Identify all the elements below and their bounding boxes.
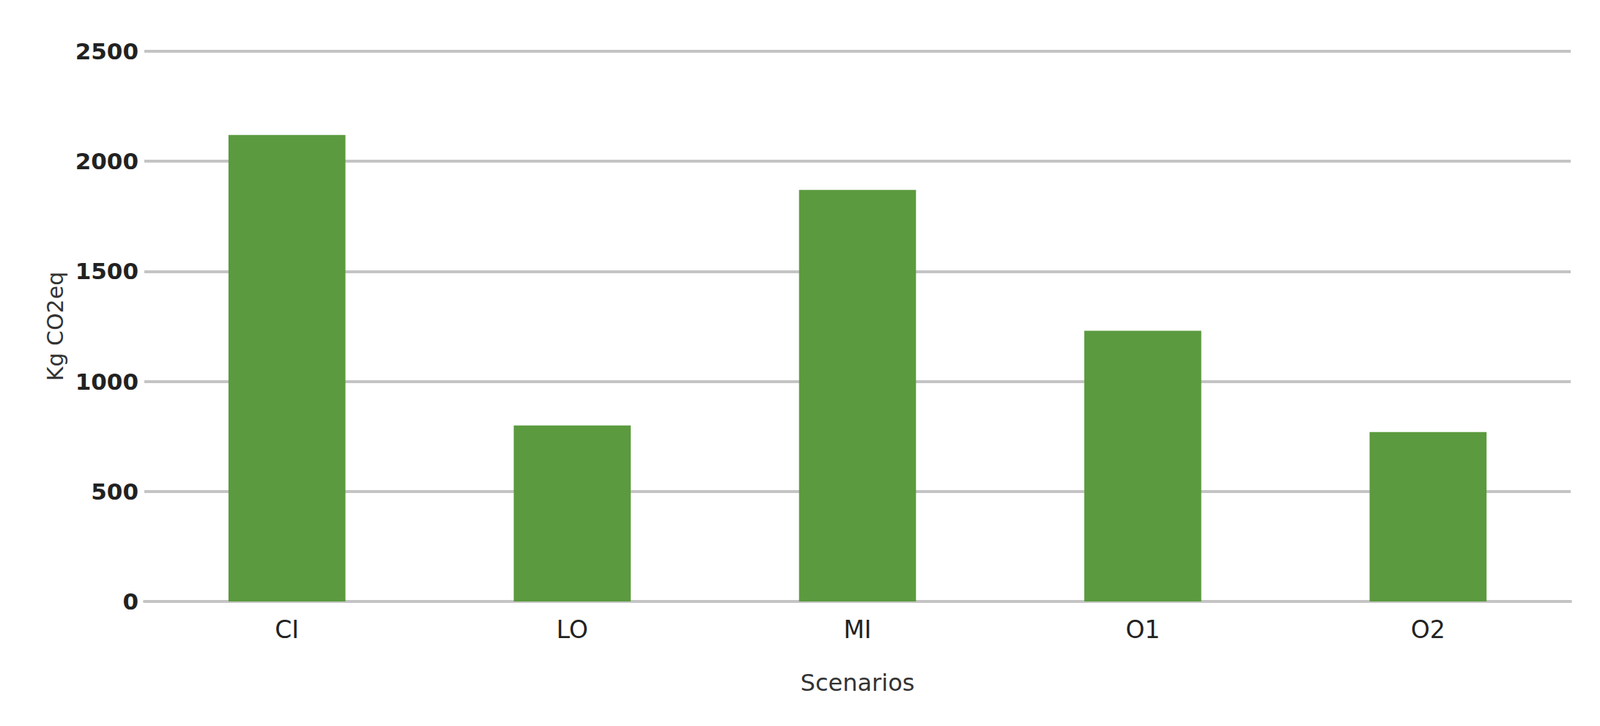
svg-text:1000: 1000: [75, 368, 139, 395]
svg-text:Scenarios: Scenarios: [800, 668, 916, 697]
svg-text:MI: MI: [843, 615, 872, 644]
svg-text:Kg CO2eq: Kg CO2eq: [42, 271, 69, 381]
svg-text:500: 500: [90, 478, 139, 505]
svg-text:O1: O1: [1125, 615, 1160, 644]
svg-text:2000: 2000: [75, 147, 139, 175]
svg-text:LO: LO: [556, 615, 589, 644]
svg-text:CI: CI: [274, 615, 299, 644]
svg-text:1500: 1500: [75, 257, 139, 285]
svg-text:0: 0: [122, 588, 139, 615]
svg-text:O2: O2: [1410, 615, 1446, 644]
svg-text:2500: 2500: [75, 38, 139, 65]
